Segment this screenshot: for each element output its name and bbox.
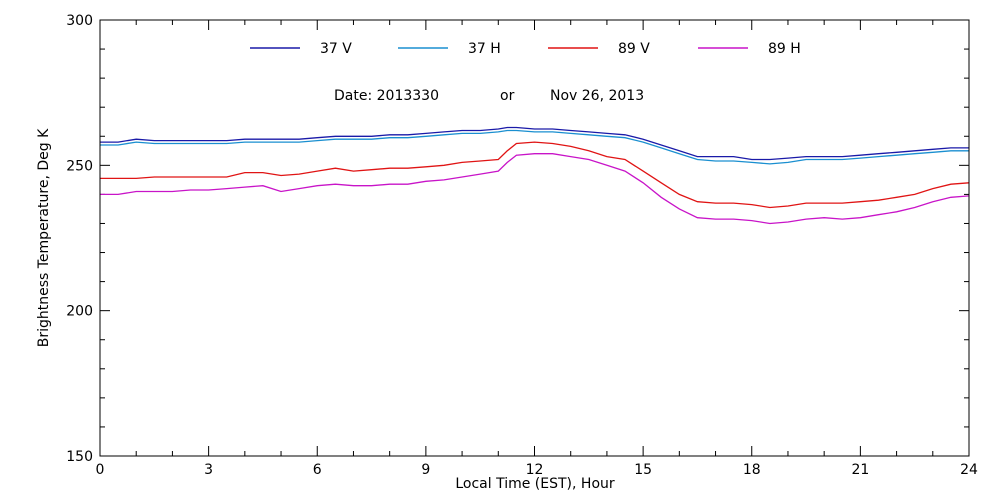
x-tick-label: 18 (743, 462, 761, 478)
legend-label: 37 H (468, 41, 501, 57)
plot-frame (99, 19, 970, 457)
legend-label: 89 H (768, 41, 801, 57)
x-tick-label: 6 (313, 462, 322, 478)
legend: 37 V 37 H 89 V 89 H (250, 41, 801, 57)
tick-labels: 0 3 6 9 12 15 18 21 24 150 200 250 300 (66, 13, 978, 478)
y-axis-title: Brightness Temperature, Deg K (36, 128, 52, 347)
y-tick-label: 150 (66, 449, 93, 465)
x-axis-title: Local Time (EST), Hour (455, 476, 615, 492)
series-line-89-v (100, 141, 970, 209)
x-tick-label: 3 (204, 462, 213, 478)
series-line-37-v (100, 126, 969, 161)
x-tick-label: 9 (421, 462, 430, 478)
y-tick-label: 200 (66, 304, 93, 320)
x-tick-label: 0 (96, 462, 105, 478)
x-tick-label: 21 (851, 462, 869, 478)
x-tick-label: 15 (634, 462, 652, 478)
x-tick-label: 24 (960, 462, 978, 478)
legend-label: 89 V (618, 41, 650, 57)
series-lines (100, 126, 970, 225)
date-or-label: or (500, 88, 515, 104)
series-line-37-h (100, 129, 969, 165)
axis-ticks (99, 19, 970, 457)
date-label: Date: 2013330 (334, 88, 439, 104)
x-tick-label: 12 (526, 462, 544, 478)
series-line-89-h (100, 153, 970, 225)
date-text: Nov 26, 2013 (550, 88, 644, 104)
y-tick-label: 300 (66, 13, 93, 29)
y-tick-label: 250 (66, 158, 93, 174)
legend-label: 37 V (320, 41, 352, 57)
